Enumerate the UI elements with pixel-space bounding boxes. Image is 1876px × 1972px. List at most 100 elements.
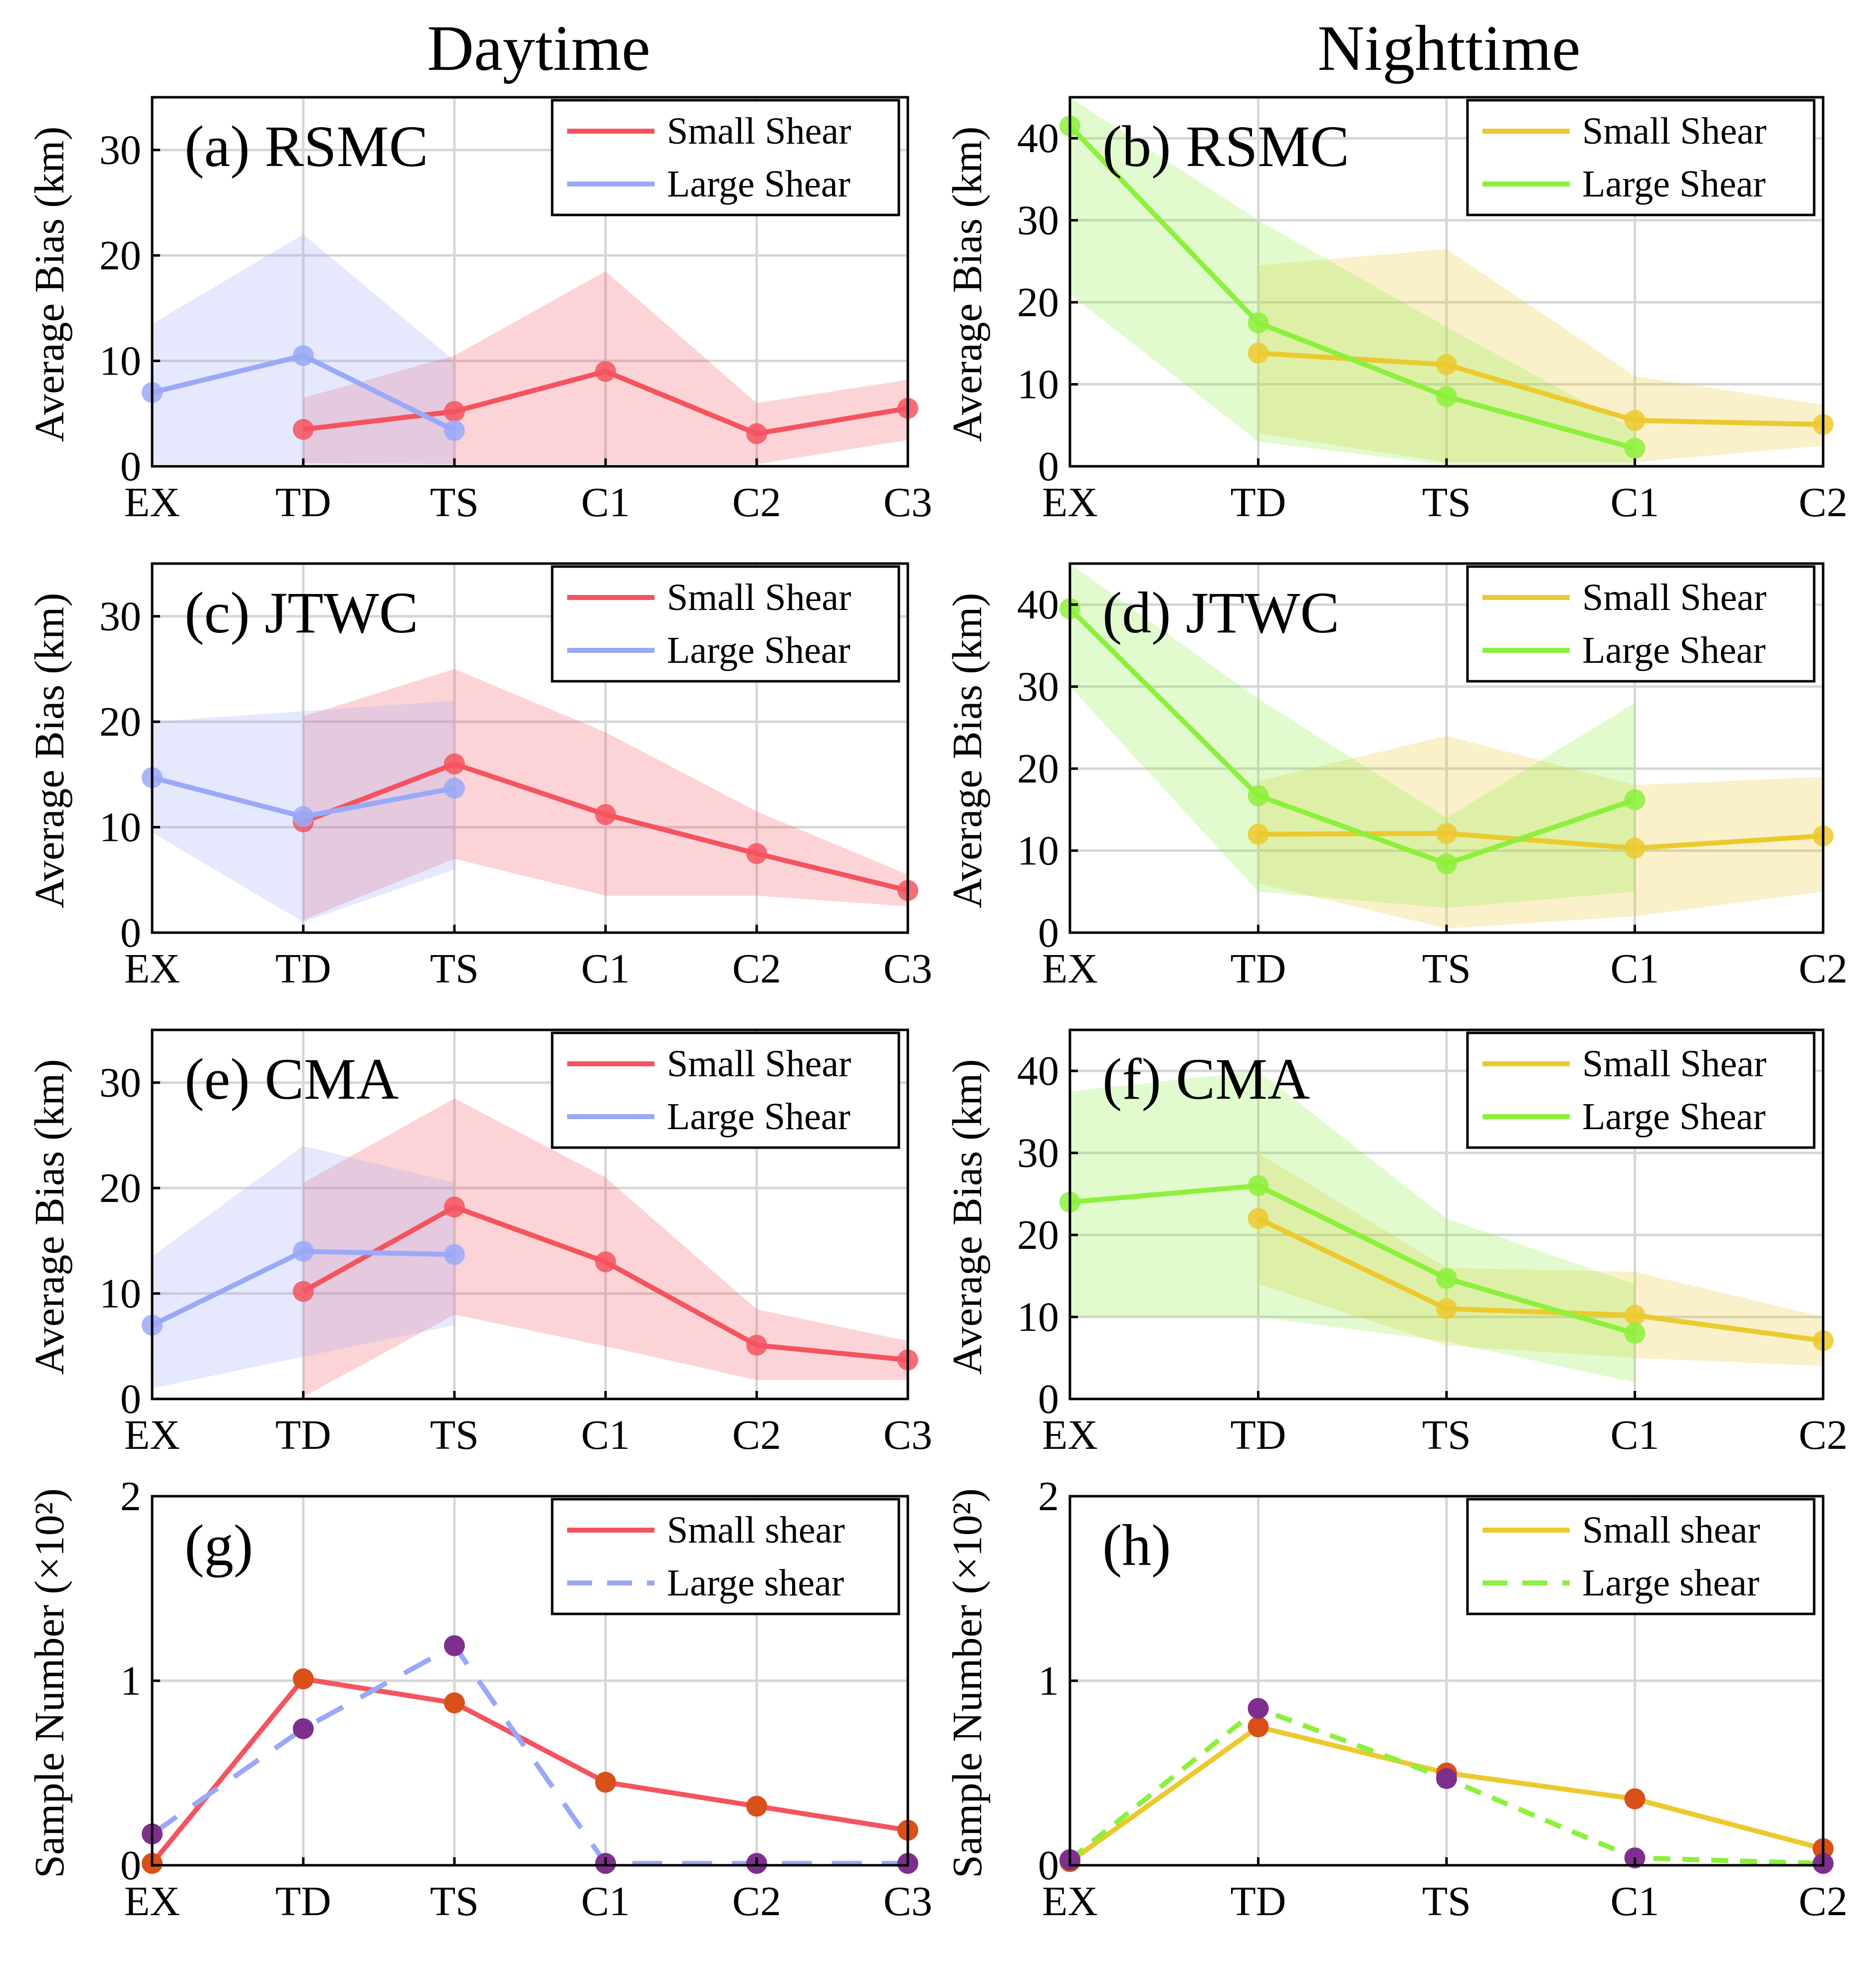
data-point-small-shear — [1248, 823, 1269, 845]
data-point-small-shear — [595, 1772, 616, 1793]
band-small-shear — [1258, 249, 1823, 462]
legend-label: Large Shear — [1582, 1096, 1766, 1138]
x-tick-label: C1 — [581, 1878, 630, 1925]
legend-label: Large Shear — [1582, 163, 1766, 205]
panel-title: (b) RSMC — [1102, 114, 1349, 179]
y-tick-label: 20 — [1017, 279, 1059, 326]
legend-box — [551, 1498, 900, 1615]
data-point-small-shear — [1624, 409, 1646, 431]
legend-label: Large Shear — [667, 629, 850, 671]
y-tick-label: 0 — [120, 443, 141, 490]
x-tick-label: C3 — [883, 479, 932, 526]
panel-title: (a) RSMC — [185, 114, 428, 179]
legend-label: Small Shear — [667, 577, 851, 618]
legend-label: Small Shear — [667, 1043, 851, 1085]
x-tick-label: EX — [124, 946, 180, 992]
y-tick-label: 0 — [1038, 443, 1059, 490]
band-large-shear — [1070, 97, 1635, 465]
data-point-large-shear — [444, 1635, 465, 1656]
y-tick-label: 40 — [1017, 582, 1059, 628]
data-point-small-shear — [444, 1196, 465, 1218]
x-tick-label: TD — [275, 479, 331, 526]
x-tick-label: C2 — [732, 1878, 781, 1925]
y-tick-label: 10 — [1017, 362, 1059, 408]
data-point-large-shear — [1624, 789, 1646, 810]
data-point-small-shear — [746, 843, 767, 864]
y-tick-label: 0 — [120, 1376, 141, 1422]
x-tick-label: C2 — [732, 1412, 781, 1458]
data-point-large-shear — [293, 1718, 314, 1740]
band-small-shear — [1258, 1153, 1823, 1367]
legend-label: Large Shear — [1582, 629, 1766, 671]
legend: Small Shear Large Shear — [551, 1031, 900, 1149]
series-line-large-shear — [151, 1643, 908, 1866]
data-point-small-shear — [595, 361, 616, 382]
data-point-large-shear — [444, 778, 465, 799]
plot-frame — [151, 562, 909, 934]
panel-title: (e) CMA — [185, 1046, 399, 1112]
y-tick-label: 10 — [99, 1271, 141, 1317]
y-tick-label: 40 — [1017, 115, 1059, 162]
legend: Small Shear Large Shear — [551, 565, 900, 683]
y-axis-label: Sample Number (×10²) — [26, 1488, 73, 1878]
series-line-small-shear — [150, 1676, 908, 1865]
x-tick-label: C2 — [1799, 946, 1848, 992]
column-title-nighttime: Nighttime — [1317, 12, 1580, 84]
panel-g: EX TD TS C1 C2 C3 0 1 2 Sample Number (×10²) (g) Sm… — [26, 1473, 932, 1925]
band-small-shear — [303, 1098, 908, 1397]
x-tick-label: C1 — [1610, 479, 1659, 526]
x-tick-label: TS — [430, 1878, 479, 1925]
panel-c: EX TD TS C1 C2 C3 0 10 20 30 Average Bias (km) (c) … — [26, 562, 932, 992]
y-tick-label: 20 — [99, 699, 141, 745]
data-point-large-shear — [1248, 1698, 1269, 1719]
legend-box — [551, 565, 900, 683]
legend: Small Shear Large Shear — [551, 99, 900, 216]
data-point-large-shear — [293, 345, 314, 366]
data-point-large-shear — [1248, 785, 1269, 806]
legend: Small Shear Large Shear — [1466, 1031, 1816, 1149]
x-tick-label: TD — [275, 1878, 331, 1925]
data-point-small-shear — [1248, 1716, 1269, 1738]
data-point-large-shear — [1436, 1768, 1457, 1789]
legend-box — [551, 99, 900, 216]
y-tick-label: 0 — [120, 1842, 141, 1889]
x-tick-label: C1 — [581, 1412, 630, 1458]
y-axis-label: Sample Number (×10²) — [944, 1488, 991, 1878]
y-tick-label: 10 — [99, 338, 141, 385]
x-tick-label: TD — [1231, 1878, 1286, 1925]
legend-label: Small Shear — [1582, 577, 1766, 618]
legend-label: Small shear — [1582, 1509, 1760, 1551]
data-point-large-shear — [1436, 386, 1457, 407]
data-point-small-shear — [746, 1795, 767, 1817]
y-tick-label: 0 — [1038, 1842, 1059, 1889]
x-tick-label: C3 — [883, 1878, 932, 1925]
y-axis-label: Average Bias (km) — [26, 127, 73, 442]
data-point-large-shear — [1624, 437, 1646, 459]
data-point-large-shear — [1248, 1175, 1269, 1196]
plot-frame — [151, 1028, 909, 1400]
data-point-small-shear — [1436, 354, 1457, 376]
series-line-large-shear — [1069, 1183, 1636, 1336]
legend: Small shear Large shear — [551, 1498, 900, 1615]
legend: Small shear Large shear — [1466, 1498, 1816, 1615]
panel-f: EX TD TS C1 C2 0 10 20 30 40 Average Bias (km) (f) … — [944, 1028, 1848, 1458]
data-point-small-shear — [746, 423, 767, 444]
panel-title: (d) JTWC — [1102, 580, 1339, 645]
data-point-small-shear — [1624, 1305, 1646, 1326]
panel-title: (g) — [185, 1513, 253, 1578]
data-point-small-shear — [1436, 823, 1457, 844]
data-point-large-shear — [293, 1241, 314, 1262]
data-point-small-shear — [444, 1692, 465, 1714]
x-tick-label: TS — [430, 1412, 479, 1458]
band-large-shear — [152, 1146, 454, 1388]
y-tick-label: 20 — [99, 232, 141, 279]
y-tick-label: 20 — [99, 1165, 141, 1211]
y-tick-label: 30 — [99, 593, 141, 640]
y-tick-label: 1 — [1038, 1658, 1059, 1704]
x-tick-label: EX — [1042, 479, 1098, 526]
x-tick-label: C2 — [1799, 1878, 1848, 1925]
legend-label: Small Shear — [1582, 1043, 1766, 1085]
x-tick-label: C1 — [581, 946, 630, 992]
legend-box — [1466, 99, 1816, 216]
